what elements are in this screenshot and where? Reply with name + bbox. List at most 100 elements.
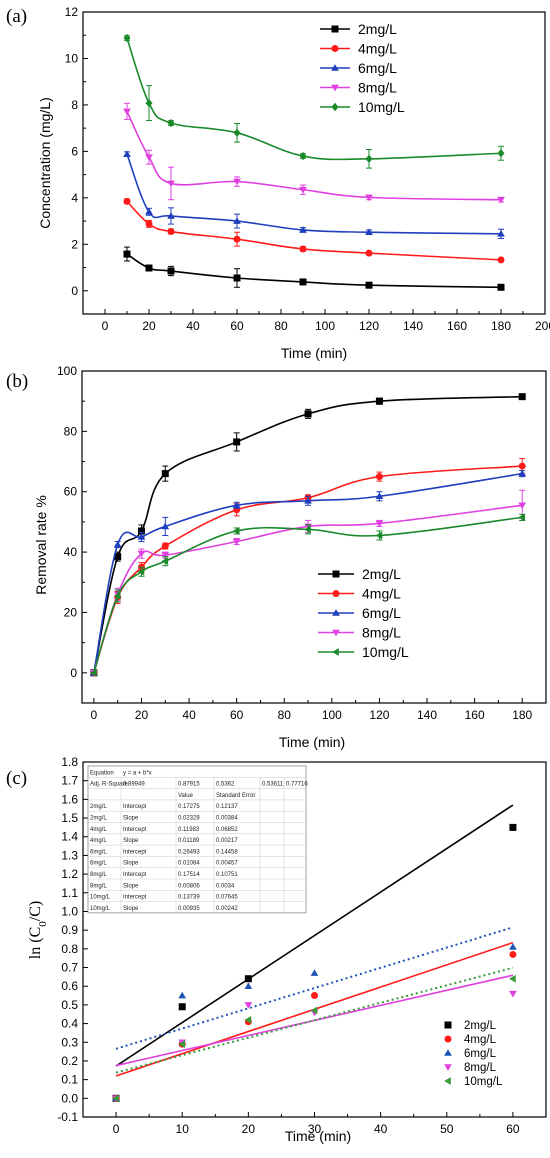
x-tick-label: 100 (315, 319, 335, 333)
data-point (497, 230, 505, 237)
data-point (167, 180, 175, 188)
table-cell: 0.01084 (178, 861, 200, 867)
data-point (167, 228, 175, 236)
table-cell: 0.13739 (178, 895, 200, 901)
legend-label: 6mg/L (358, 60, 397, 76)
table-cell: 6mg/L (90, 861, 107, 867)
x-tick-label: 60 (506, 1122, 520, 1136)
y-tick-label: 0.0 (61, 1091, 78, 1105)
data-point (123, 250, 131, 258)
table-cell: Equation (90, 770, 114, 776)
y-tick-label: 1.5 (61, 811, 78, 825)
x-axis-title-b: Time (min) (279, 734, 345, 750)
data-point (375, 492, 384, 500)
legend-marker (444, 1064, 452, 1071)
series-10mg/L (123, 33, 505, 169)
data-point (518, 469, 527, 477)
legend-label: 4mg/L (464, 1034, 497, 1046)
x-tick-label: 40 (182, 708, 196, 722)
legend-marker (331, 84, 339, 92)
legend-label: 2mg/L (362, 566, 401, 582)
data-point (509, 943, 517, 950)
plot-frame (81, 370, 547, 704)
y-tick-label: 100 (57, 364, 77, 378)
table-cell: Intercept (123, 804, 147, 810)
y-tick-label: 1.4 (61, 830, 78, 844)
legend-entry: 4mg/L (320, 41, 397, 57)
x-tick-label: 180 (512, 708, 532, 722)
fit-line-2mg/L (115, 804, 514, 1067)
x-tick-label: 120 (359, 319, 379, 333)
y-tick-label: 1.6 (61, 792, 78, 806)
data-point (518, 462, 526, 470)
series-line (93, 516, 523, 674)
data-point (304, 525, 311, 534)
data-point (244, 1002, 253, 1009)
series-4mg/L (90, 458, 526, 677)
y-axis-title-c: ln (C0/C) (27, 901, 49, 959)
legend-marker (332, 629, 340, 637)
data-point (137, 567, 145, 576)
legend-marker (331, 25, 339, 33)
series-6mg/L (90, 469, 527, 676)
legend-entry: 2mg/L (318, 566, 401, 582)
data-point (299, 278, 307, 286)
data-point (299, 245, 307, 253)
y-tick-label: 2 (71, 237, 78, 251)
data-point (232, 538, 241, 546)
y-tick-label: 80 (64, 424, 78, 438)
y-tick-label: 1.7 (61, 774, 78, 788)
x-tick-label: 160 (465, 708, 485, 722)
data-point (509, 950, 517, 958)
data-point (145, 207, 153, 215)
data-point (137, 527, 145, 535)
data-point (244, 1015, 252, 1024)
y-tick-label: 0.6 (61, 979, 78, 993)
y-tick-label: 20 (64, 605, 78, 619)
legend-label: 2mg/L (358, 21, 397, 37)
table-cell: 2mg/L (90, 804, 107, 810)
x-tick-label: 0 (102, 319, 109, 333)
legend-entry: 8mg/L (320, 80, 397, 96)
table-cell: 0.17514 (178, 872, 200, 878)
table-cell: 0.5362 (216, 782, 235, 788)
series-10mg/L (90, 513, 526, 677)
legend-entry: 10mg/L (318, 644, 409, 660)
fit-table-border (87, 765, 307, 914)
data-point (161, 522, 170, 530)
y-tick-label: 1.3 (61, 848, 78, 862)
panel-label-b: (b) (6, 371, 28, 392)
data-point (123, 33, 131, 43)
data-point (145, 98, 153, 108)
legend-label: 10mg/L (358, 99, 405, 115)
data-point (123, 150, 131, 157)
data-point (518, 502, 527, 510)
y-tick-label: 1.8 (61, 755, 78, 769)
legend-marker (332, 609, 340, 616)
x-tick-label: 80 (274, 319, 288, 333)
data-point (161, 470, 169, 478)
data-point (90, 668, 97, 677)
data-point (509, 974, 516, 983)
data-point (304, 410, 312, 418)
x-tick-label: 30 (308, 1122, 322, 1136)
data-point (161, 542, 169, 550)
series-line (126, 253, 502, 289)
x-tick-label: 10 (176, 1122, 190, 1136)
legend-entry: 6mg/L (444, 1048, 497, 1060)
table-cell: 0.89949 (123, 782, 145, 788)
legend-marker (332, 570, 340, 578)
x-axis-title-c: Time (min) (285, 1128, 351, 1144)
data-point (299, 186, 307, 194)
y-tick-label: 0.9 (61, 923, 78, 937)
data-point (145, 220, 153, 228)
panel-label-c: (c) (6, 768, 27, 789)
data-point (509, 823, 517, 831)
legend-entry: 4mg/L (318, 586, 401, 602)
data-point (375, 531, 383, 540)
y-tick-label: 0.8 (61, 942, 78, 956)
data-point (365, 281, 373, 289)
legend-entry: 8mg/L (444, 1062, 497, 1074)
series-2mg/L (123, 246, 505, 291)
